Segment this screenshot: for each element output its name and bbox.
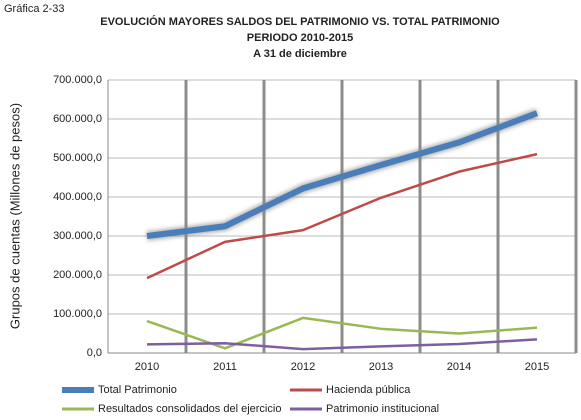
chart-subtitle: A 31 de diciembre bbox=[253, 48, 347, 60]
x-tick-label: 2015 bbox=[525, 361, 549, 373]
y-tick-label: 400.000,0 bbox=[53, 191, 102, 203]
x-tick-label: 2013 bbox=[369, 361, 393, 373]
legend-label: Hacienda pública bbox=[326, 384, 411, 396]
series-line bbox=[146, 110, 539, 239]
x-tick-label: 2012 bbox=[291, 361, 315, 373]
chart-subtitle: PERIODO 2010-2015 bbox=[247, 32, 353, 44]
series-line bbox=[146, 152, 538, 280]
y-tick-label: 700.000,0 bbox=[53, 74, 102, 86]
y-tick-label: 200.000,0 bbox=[53, 269, 102, 281]
legend-label: Resultados consolidados del ejercicio bbox=[98, 403, 281, 415]
y-axis-label: Grupos de cuentas (Millones de pesos) bbox=[7, 103, 22, 329]
x-tick-label: 2011 bbox=[213, 361, 237, 373]
y-tick-label: 0,0 bbox=[87, 347, 102, 359]
series-line bbox=[146, 338, 538, 351]
y-tick-label: 500.000,0 bbox=[53, 152, 102, 164]
legend-label: Patrimonio institucional bbox=[326, 403, 439, 415]
legend-label: Total Patrimonio bbox=[98, 384, 177, 396]
y-tick-label: 300.000,0 bbox=[53, 230, 102, 242]
x-tick-label: 2010 bbox=[135, 361, 159, 373]
y-tick-label: 600.000,0 bbox=[53, 113, 102, 125]
x-tick-label: 2014 bbox=[447, 361, 471, 373]
caption: Gráfica 2-33 bbox=[4, 3, 65, 15]
chart-title: EVOLUCIÓN MAYORES SALDOS DEL PATRIMONIO … bbox=[100, 15, 500, 28]
y-tick-label: 100.000,0 bbox=[53, 308, 102, 320]
